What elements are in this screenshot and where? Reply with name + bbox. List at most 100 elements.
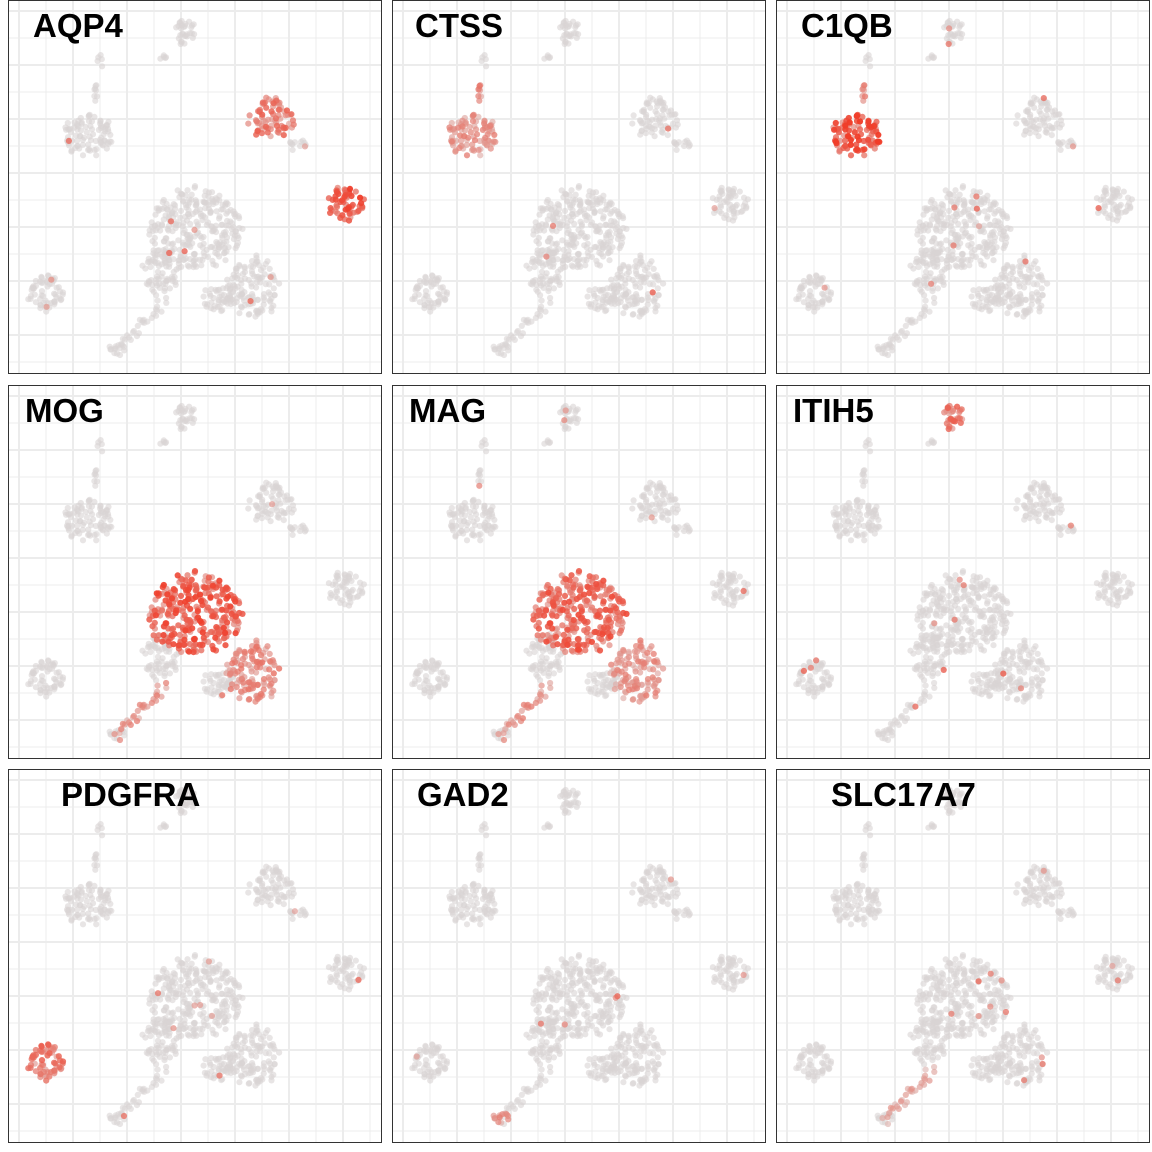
cell-point: [282, 124, 289, 131]
cell-point: [153, 677, 160, 684]
cell-point: [276, 491, 283, 498]
cell-point: [1109, 193, 1116, 200]
cell-point: [651, 658, 658, 665]
cell-point: [576, 197, 583, 204]
cell-point: [230, 236, 237, 243]
cell-point: [188, 24, 195, 31]
cell-point: [218, 221, 225, 228]
cell-point: [346, 210, 353, 217]
cell-point: [842, 137, 849, 144]
cell-point: [576, 202, 583, 209]
cell-point: [92, 87, 100, 94]
points: [25, 402, 367, 744]
cell-point: [1036, 493, 1043, 500]
cell-point: [182, 627, 189, 634]
cell-point: [32, 684, 39, 691]
cell-point: [585, 199, 592, 206]
cell-point: [660, 491, 667, 498]
cell-point: [535, 252, 543, 259]
cell-point: [560, 246, 567, 253]
cell-point: [578, 229, 586, 236]
cell-point: [289, 531, 296, 538]
cell-point: [566, 255, 573, 262]
cell-point: [1014, 311, 1021, 318]
cell-point: [556, 666, 563, 673]
cell-point: [576, 256, 583, 263]
cell-point: [581, 617, 588, 625]
cell-point: [968, 249, 975, 256]
cell-point: [564, 626, 571, 633]
cell-point: [513, 329, 521, 336]
cell-point: [554, 641, 561, 648]
cell-point: [930, 259, 937, 266]
cell-point: [623, 610, 630, 617]
cell-point: [511, 721, 518, 728]
cell-point: [435, 298, 442, 305]
cell-point: [1108, 583, 1115, 591]
panel-mog: MOG: [8, 385, 382, 759]
cell-point: [452, 148, 459, 155]
cell-point: [673, 531, 680, 538]
cell-point: [959, 250, 966, 257]
cell-point: [647, 479, 654, 486]
cell-point: [871, 122, 878, 130]
cell-point: [630, 311, 637, 318]
cell-point: [170, 586, 177, 593]
cell-point: [159, 638, 166, 645]
cell-point: [736, 573, 743, 580]
cell-point: [856, 126, 864, 133]
cell-point: [607, 222, 614, 229]
cell-point: [235, 213, 242, 220]
cell-point: [561, 599, 568, 606]
cell-point: [210, 679, 217, 687]
cell-point: [565, 598, 573, 605]
cell-point: [520, 701, 527, 708]
cell-point: [987, 201, 994, 208]
cell-point: [168, 241, 175, 248]
cell-point: [259, 659, 266, 666]
cell-point: [224, 295, 231, 302]
cell-point: [253, 503, 260, 510]
cell-point: [491, 131, 498, 138]
cell-point: [603, 234, 610, 241]
cell-point: [944, 246, 951, 253]
cell-point: [960, 202, 967, 209]
cell-point: [85, 112, 93, 119]
cell-point: [189, 419, 196, 426]
cell-point: [673, 146, 680, 153]
cell-point: [659, 497, 666, 504]
cell-point: [98, 441, 105, 448]
cell-point: [575, 261, 583, 268]
cell-point: [172, 609, 179, 617]
cell-point: [632, 668, 639, 675]
cell-point: [459, 123, 466, 130]
cell-point: [355, 207, 362, 214]
cell-point: [640, 491, 647, 498]
cell-point: [593, 223, 600, 230]
cell-point: [623, 225, 630, 232]
cell-point: [1025, 279, 1032, 286]
cell-point: [557, 24, 564, 31]
cell-point: [83, 514, 90, 521]
cell-point: [860, 522, 867, 530]
cell-point: [853, 112, 861, 119]
cell-point: [206, 290, 213, 297]
cell-point: [962, 223, 969, 230]
cell-point: [175, 221, 182, 228]
cell-point: [587, 688, 594, 695]
cell-point: [832, 119, 839, 127]
cell-point: [264, 258, 271, 265]
cell-point: [37, 305, 44, 312]
cell-point: [146, 227, 153, 234]
cell-point: [729, 589, 736, 596]
cell-point: [552, 633, 560, 640]
cell-point: [273, 122, 281, 129]
cell-point: [606, 244, 613, 251]
cell-point: [544, 238, 551, 245]
cell-point: [1003, 234, 1010, 242]
cell-point: [600, 577, 607, 584]
cell-point: [1125, 579, 1132, 586]
cell-point: [263, 104, 270, 111]
cell-point: [604, 239, 611, 246]
scatter-plot: [9, 386, 381, 758]
